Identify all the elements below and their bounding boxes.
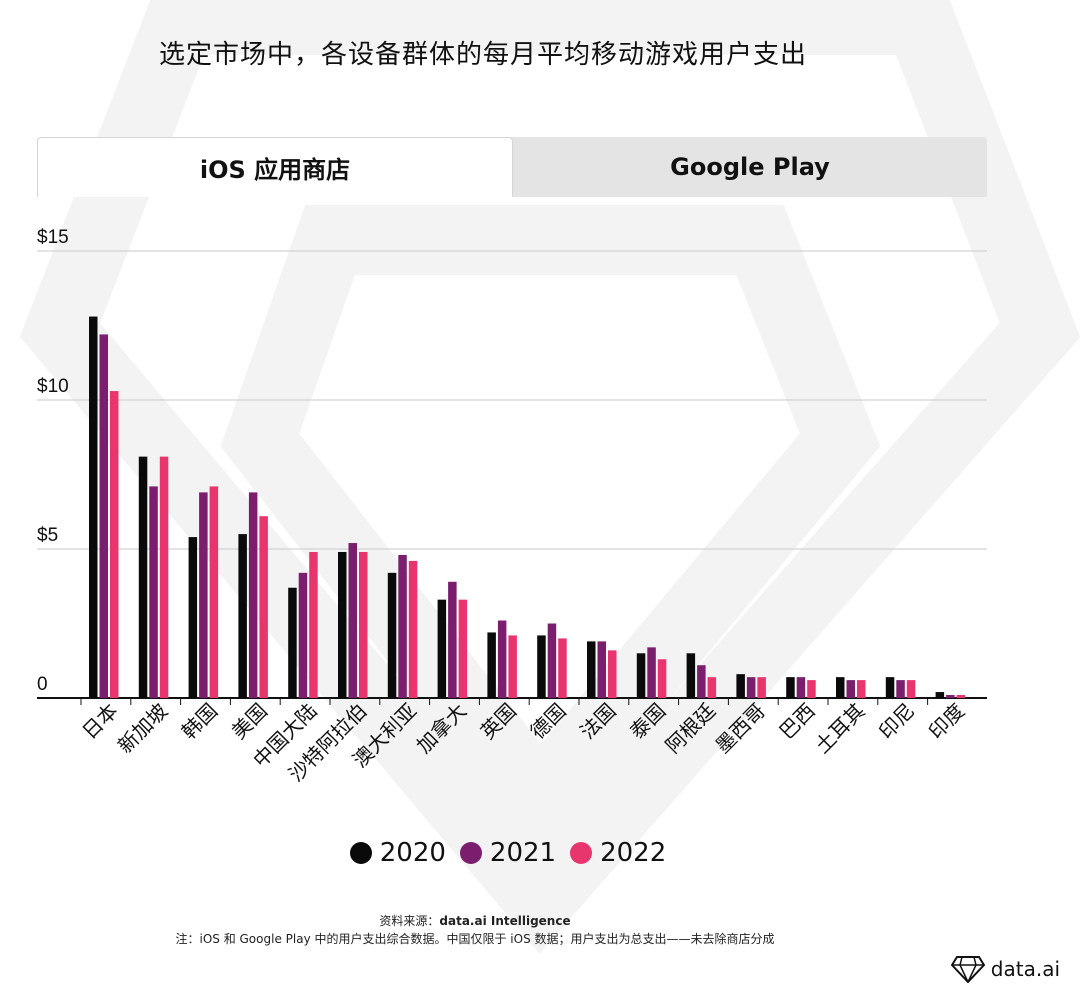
bar-2021 xyxy=(348,543,357,698)
bar-2022 xyxy=(209,486,219,698)
bar-2020 xyxy=(836,677,845,698)
bar-2021 xyxy=(746,677,756,698)
bar-2022 xyxy=(558,638,567,698)
bar-2020 xyxy=(437,599,447,698)
bar-2022 xyxy=(757,677,766,698)
chart-title: 选定市场中，各设备群体的每月平均移动游戏用户支出 xyxy=(158,40,807,70)
source-name: data.ai Intelligence xyxy=(439,914,571,928)
bar-2020 xyxy=(736,674,745,698)
bar-2022 xyxy=(707,677,717,698)
footnote: 注：iOS 和 Google Play 中的用户支出综合数据。中国仅限于 iOS… xyxy=(175,932,775,946)
y-tick-label: $10 xyxy=(37,376,69,397)
x-tick-label: 阿根廷 xyxy=(661,699,720,758)
bar-2021 xyxy=(199,492,208,698)
bar-2020 xyxy=(238,534,247,698)
bar-2021 xyxy=(547,623,557,698)
bar-2020 xyxy=(537,635,546,698)
diamond-logo-icon xyxy=(950,956,985,983)
chart-legend: 2020 2021 2022 xyxy=(0,838,1016,868)
bar-2021 xyxy=(647,647,656,698)
source-line: 资料来源：data.ai Intelligence xyxy=(0,912,950,929)
bar-2020 xyxy=(89,316,98,698)
x-tick-label: 墨西哥 xyxy=(711,699,770,758)
legend-item-2021[interactable]: 2021 xyxy=(459,838,557,868)
x-tick-label: 英国 xyxy=(476,699,521,744)
legend-label-2020: 2020 xyxy=(379,838,446,868)
x-tick-label: 加拿大 xyxy=(412,699,471,758)
bar-2021 xyxy=(697,665,706,698)
bar-2020 xyxy=(935,692,945,698)
bar-2021 xyxy=(946,695,955,698)
bar-2022 xyxy=(408,560,418,698)
bar-2020 xyxy=(138,456,148,698)
x-tick-label: 土耳其 xyxy=(810,699,869,758)
brand-logo[interactable]: data.ai xyxy=(950,955,1060,983)
bar-2020 xyxy=(636,653,646,698)
bar-2021 xyxy=(448,581,457,698)
y-tick-label: $15 xyxy=(37,227,69,248)
bar-2020 xyxy=(387,572,397,698)
x-tick-label: 法国 xyxy=(575,699,620,744)
bar-2022 xyxy=(508,635,517,698)
bar-2022 xyxy=(110,391,119,698)
bar-2021 xyxy=(149,486,158,698)
bar-2020 xyxy=(288,587,297,698)
bar-2022 xyxy=(657,659,667,698)
bar-2022 xyxy=(857,680,866,698)
bar-2020 xyxy=(587,641,596,698)
x-tick-label: 新加坡 xyxy=(113,699,172,758)
bar-2022 xyxy=(906,680,916,698)
bar-2021 xyxy=(398,554,407,698)
bar-2022 xyxy=(309,551,318,698)
bar-2020 xyxy=(338,551,347,698)
bar-2021 xyxy=(896,680,905,698)
bar-2021 xyxy=(99,334,108,698)
tab-ios-app-store[interactable]: iOS 应用商店 xyxy=(37,137,513,197)
legend-swatch-2020 xyxy=(349,842,372,864)
y-tick-label: 0 xyxy=(37,674,48,695)
bar-2022 xyxy=(956,695,966,698)
bar-2022 xyxy=(608,650,617,698)
bar-2020 xyxy=(885,677,895,698)
bar-2020 xyxy=(188,537,198,698)
bar-2020 xyxy=(786,677,795,698)
bar-2022 xyxy=(259,516,268,698)
bar-2020 xyxy=(686,653,696,698)
legend-label-2022: 2022 xyxy=(600,838,667,868)
x-tick-label: 印度 xyxy=(924,699,969,744)
store-tabs: iOS 应用商店 Google Play xyxy=(37,137,987,197)
bar-2021 xyxy=(796,677,806,698)
bar-2022 xyxy=(359,551,368,698)
x-tick-label: 印尼 xyxy=(874,699,919,744)
brand-name: data.ai xyxy=(990,957,1060,981)
legend-item-2022[interactable]: 2022 xyxy=(570,838,666,868)
legend-swatch-2021 xyxy=(459,842,482,864)
legend-label-2021: 2021 xyxy=(489,838,557,868)
bar-2021 xyxy=(597,641,606,698)
bar-2020 xyxy=(487,632,496,698)
bar-2021 xyxy=(846,680,855,698)
bar-2022 xyxy=(458,599,468,698)
bar-2021 xyxy=(497,620,507,698)
source-label: 资料来源： xyxy=(379,914,440,928)
bar-2022 xyxy=(159,456,169,698)
x-tick-label: 德国 xyxy=(525,699,570,744)
bar-2021 xyxy=(298,572,308,698)
x-tick-label: 韩国 xyxy=(177,699,222,744)
legend-item-2020[interactable]: 2020 xyxy=(349,838,446,868)
bar-2022 xyxy=(807,680,816,698)
tab-google-play[interactable]: Google Play xyxy=(670,153,830,181)
bar-2021 xyxy=(248,492,258,698)
legend-swatch-2022 xyxy=(570,842,593,864)
y-tick-label: $5 xyxy=(37,525,58,546)
